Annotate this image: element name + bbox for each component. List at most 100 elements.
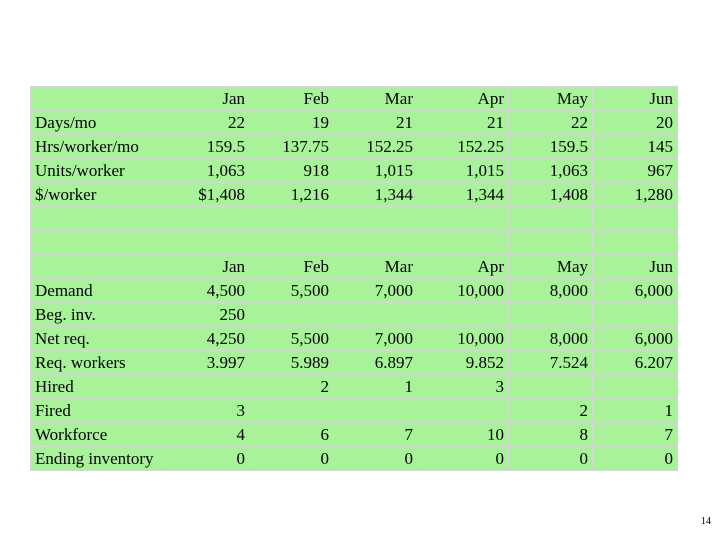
data-cell xyxy=(417,302,509,327)
empty-cell xyxy=(508,230,593,255)
row-label: Hired xyxy=(30,374,166,399)
data-cell: 19 xyxy=(249,110,334,135)
data-cell xyxy=(592,302,678,327)
empty-cell xyxy=(30,206,166,231)
data-cell: 1 xyxy=(592,398,678,423)
data-cell: 0 xyxy=(592,446,678,471)
table-row: Fired 3 2 1 xyxy=(30,398,678,423)
data-cell: 1 xyxy=(333,374,418,399)
row-label: Beg. inv. xyxy=(30,302,166,327)
header-corner-cell xyxy=(30,86,166,111)
row-label: Demand xyxy=(30,278,166,303)
data-cell: 7 xyxy=(592,422,678,447)
data-cell: 9.852 xyxy=(417,350,509,375)
month-header: Jan xyxy=(165,254,250,279)
empty-cell xyxy=(417,230,509,255)
data-cell: 1,280 xyxy=(592,182,678,207)
data-cell: 8,000 xyxy=(508,326,593,351)
empty-cell xyxy=(417,206,509,231)
header-corner-cell xyxy=(30,254,166,279)
bottom-header-row: Jan Feb Mar Apr May Jun xyxy=(30,254,678,279)
month-header: Feb xyxy=(249,254,334,279)
month-header: Feb xyxy=(249,86,334,111)
month-header: Mar xyxy=(333,254,418,279)
data-cell xyxy=(417,398,509,423)
data-cell: 7,000 xyxy=(333,278,418,303)
data-cell: 0 xyxy=(508,446,593,471)
month-header: Jun xyxy=(592,86,678,111)
data-cell: 6,000 xyxy=(592,326,678,351)
data-cell: 1,344 xyxy=(333,182,418,207)
data-cell: 4 xyxy=(165,422,250,447)
production-plan-spreadsheet: Jan Feb Mar Apr May Jun Days/mo 22 19 21… xyxy=(30,86,678,471)
data-cell: 3.997 xyxy=(165,350,250,375)
data-cell: 22 xyxy=(508,110,593,135)
row-label: Days/mo xyxy=(30,110,166,135)
data-cell: 0 xyxy=(165,446,250,471)
data-cell: 0 xyxy=(249,446,334,471)
empty-cell xyxy=(30,230,166,255)
data-cell: 6,000 xyxy=(592,278,678,303)
data-cell xyxy=(508,302,593,327)
data-cell: 8 xyxy=(508,422,593,447)
data-cell: 152.25 xyxy=(417,134,509,159)
month-header: Jun xyxy=(592,254,678,279)
row-label: $/worker xyxy=(30,182,166,207)
table-row: Days/mo 22 19 21 21 22 20 xyxy=(30,110,678,135)
data-cell: 1,344 xyxy=(417,182,509,207)
data-cell xyxy=(249,398,334,423)
empty-cell xyxy=(592,230,678,255)
data-cell: 4,500 xyxy=(165,278,250,303)
data-cell: 1,063 xyxy=(165,158,250,183)
data-cell: 5.989 xyxy=(249,350,334,375)
data-cell: $1,408 xyxy=(165,182,250,207)
month-header: May xyxy=(508,86,593,111)
table-row: $/worker $1,408 1,216 1,344 1,344 1,408 … xyxy=(30,182,678,207)
table-row: Workforce 4 6 7 10 8 7 xyxy=(30,422,678,447)
page-number: 14 xyxy=(701,516,711,527)
data-cell: 918 xyxy=(249,158,334,183)
data-cell: 7 xyxy=(333,422,418,447)
data-cell: 159.5 xyxy=(165,134,250,159)
month-header: Apr xyxy=(417,86,509,111)
table-row: Units/worker 1,063 918 1,015 1,015 1,063… xyxy=(30,158,678,183)
data-cell: 2 xyxy=(249,374,334,399)
table-row: Ending inventory 0 0 0 0 0 0 xyxy=(30,446,678,471)
empty-cell xyxy=(508,206,593,231)
data-cell: 145 xyxy=(592,134,678,159)
empty-cell xyxy=(165,206,250,231)
data-cell: 3 xyxy=(165,398,250,423)
data-cell: 20 xyxy=(592,110,678,135)
empty-cell xyxy=(333,206,418,231)
data-cell: 22 xyxy=(165,110,250,135)
data-cell: 0 xyxy=(333,446,418,471)
data-cell: 8,000 xyxy=(508,278,593,303)
row-label: Hrs/worker/mo xyxy=(30,134,166,159)
month-header: Jan xyxy=(165,86,250,111)
row-label: Workforce xyxy=(30,422,166,447)
month-header: May xyxy=(508,254,593,279)
table-row: Net req. 4,250 5,500 7,000 10,000 8,000 … xyxy=(30,326,678,351)
month-header: Mar xyxy=(333,86,418,111)
blank-row xyxy=(30,206,678,231)
data-cell: 10,000 xyxy=(417,278,509,303)
table-row: Demand 4,500 5,500 7,000 10,000 8,000 6,… xyxy=(30,278,678,303)
data-cell: 250 xyxy=(165,302,250,327)
empty-cell xyxy=(249,206,334,231)
data-cell: 967 xyxy=(592,158,678,183)
row-label: Units/worker xyxy=(30,158,166,183)
data-cell: 6.207 xyxy=(592,350,678,375)
data-cell: 6.897 xyxy=(333,350,418,375)
data-cell: 0 xyxy=(417,446,509,471)
empty-cell xyxy=(592,206,678,231)
data-cell: 5,500 xyxy=(249,326,334,351)
empty-cell xyxy=(249,230,334,255)
data-cell: 1,063 xyxy=(508,158,593,183)
data-cell: 1,015 xyxy=(417,158,509,183)
data-cell: 10 xyxy=(417,422,509,447)
blank-row xyxy=(30,230,678,255)
row-label: Fired xyxy=(30,398,166,423)
month-header: Apr xyxy=(417,254,509,279)
data-cell xyxy=(249,302,334,327)
data-cell: 4,250 xyxy=(165,326,250,351)
